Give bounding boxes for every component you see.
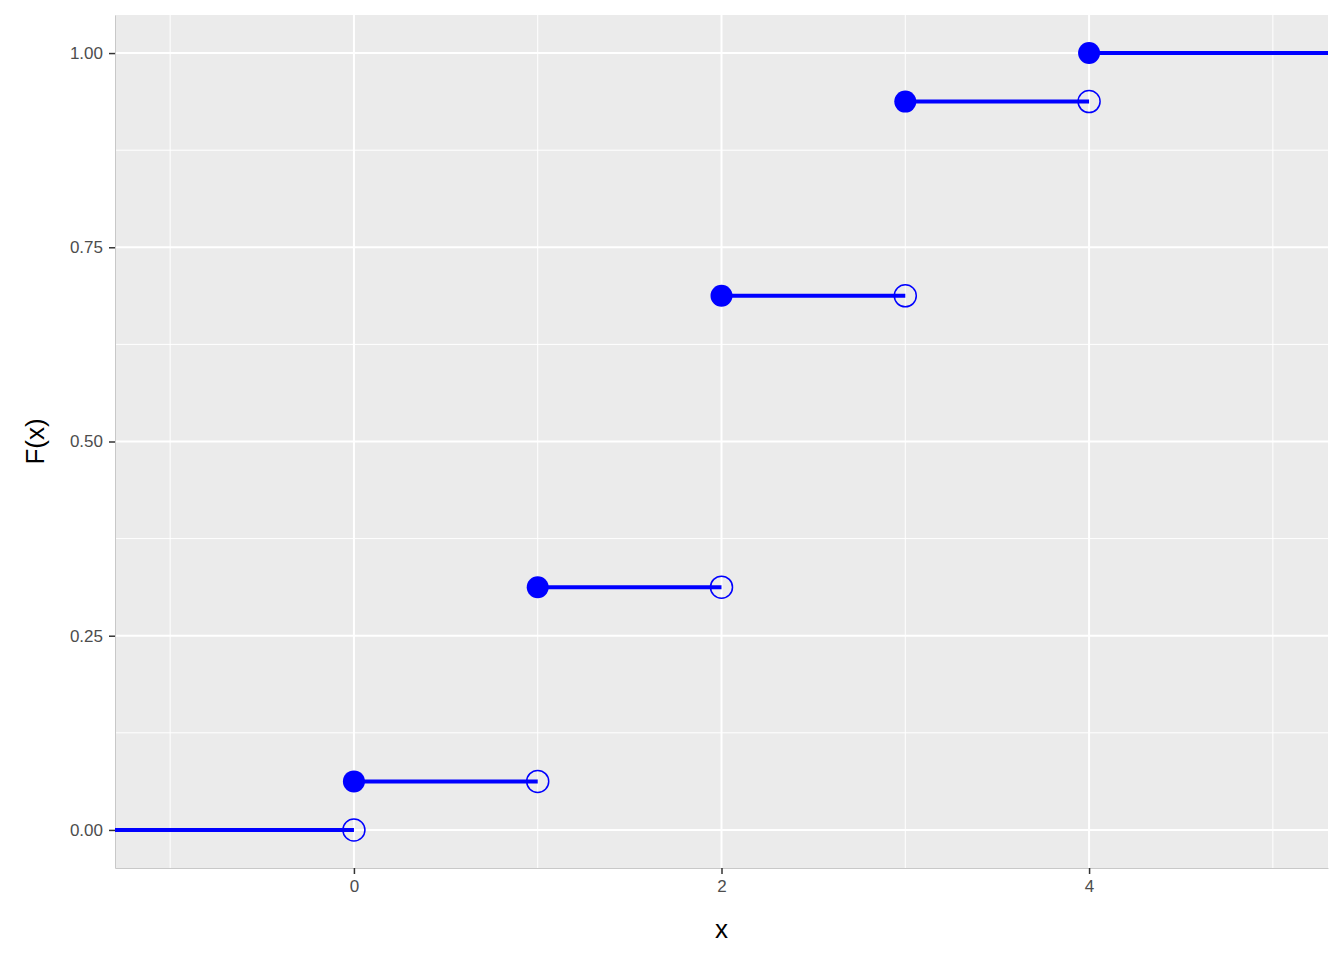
tick: 0.25 [70, 627, 115, 646]
closed-point [894, 91, 916, 113]
tick: 0.75 [70, 238, 115, 257]
grid-line [115, 52, 1328, 54]
tick-label: 0.25 [70, 627, 103, 646]
open-point [527, 770, 549, 792]
open-point [894, 285, 916, 307]
grid-line [115, 246, 1328, 248]
step-segment [905, 100, 1089, 104]
tick-mark [109, 247, 115, 249]
tick-mark [1089, 868, 1091, 874]
tick: 0.50 [70, 432, 115, 451]
closed-point [711, 285, 733, 307]
tick-mark [354, 868, 356, 874]
grid-line [115, 635, 1328, 637]
y-axis: 0.00 0.25 0.50 0.75 1.00 [70, 16, 116, 869]
tick: 4 [1085, 868, 1094, 896]
tick: 0.00 [70, 821, 115, 840]
tick: 0 [350, 868, 359, 896]
closed-point [1078, 42, 1100, 64]
tick-label: 4 [1085, 877, 1094, 896]
tick-label: 1.00 [70, 44, 103, 63]
tick: 1.00 [70, 44, 115, 63]
tick-label: 0.75 [70, 238, 103, 257]
plot: 0 2 4 0.00 0.25 0.50 0.75 1.00 [70, 15, 1329, 896]
chart: 0 2 4 0.00 0.25 0.50 0.75 1.00 x F(x) [0, 0, 1344, 960]
step-segment [115, 828, 354, 832]
closed-point [343, 770, 365, 792]
open-point [343, 819, 365, 841]
x-axis-title: x [715, 914, 728, 944]
tick-label: 0.00 [70, 821, 103, 840]
tick-mark [109, 830, 115, 832]
step-segment [1089, 51, 1328, 55]
tick-mark [109, 441, 115, 443]
grid-line [115, 441, 1328, 443]
tick-label: 0.50 [70, 432, 103, 451]
panel-background [115, 15, 1328, 868]
tick-label: 2 [717, 877, 726, 896]
step-segment [354, 779, 538, 783]
axis-line [115, 16, 116, 869]
tick-mark [109, 53, 115, 55]
series [115, 42, 1328, 841]
step-segment [722, 294, 906, 298]
closed-point [527, 576, 549, 598]
y-axis-title: F(x) [20, 418, 50, 464]
tick-label: 0 [350, 877, 359, 896]
tick-mark [721, 868, 723, 874]
step-segment [538, 585, 722, 589]
open-point [711, 576, 733, 598]
x-axis: 0 2 4 [116, 868, 1329, 896]
tick-mark [109, 635, 115, 637]
grid [115, 15, 1328, 868]
tick: 2 [717, 868, 726, 896]
open-point [1078, 91, 1100, 113]
grid-line [115, 829, 1328, 831]
